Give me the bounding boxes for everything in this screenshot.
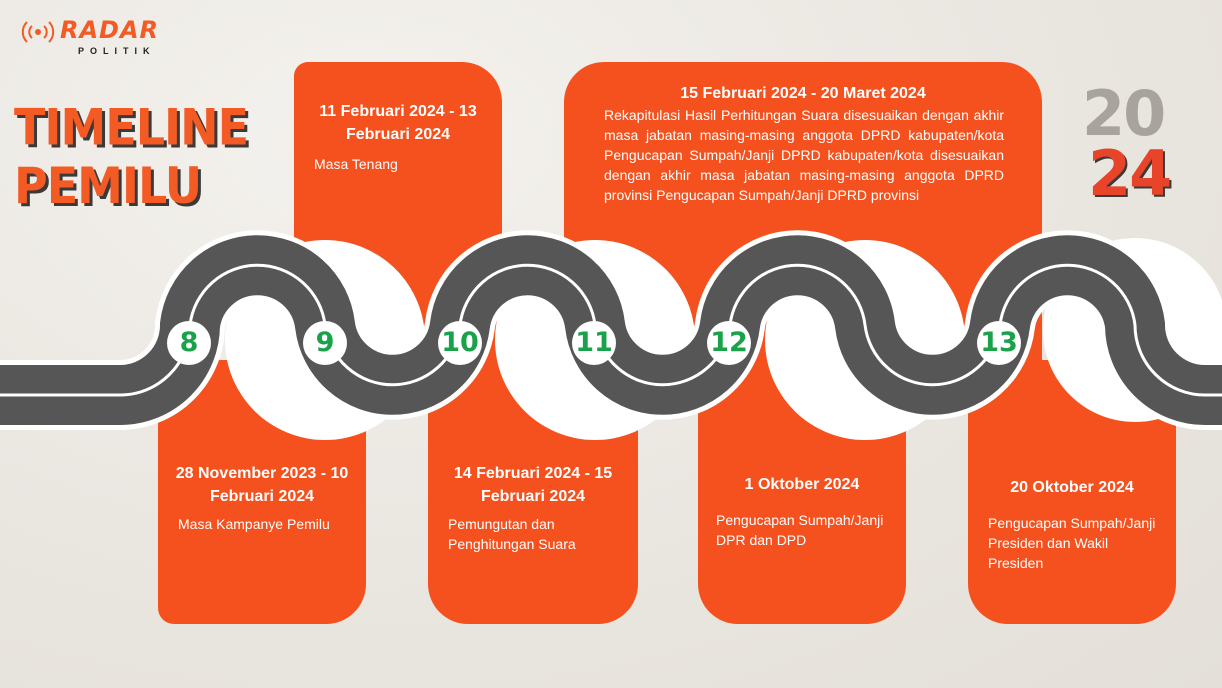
radio-signal-icon <box>21 21 55 43</box>
radar-politik-logo: RADAR POLITIK <box>18 14 218 58</box>
title-line-1: TIMELINE <box>14 98 249 157</box>
milestone-number-13: 13 <box>977 321 1021 365</box>
milestone-desc: Pengucapan Sumpah/Janji Presiden dan Wak… <box>988 515 1156 571</box>
milestone-date: 14 Februari 2024 - 15 Februari 2024 <box>453 465 613 505</box>
road-lane-line <box>0 263 1222 397</box>
milestone-number-8: 8 <box>167 321 211 365</box>
milestone-date: 11 Februari 2024 - 13 Februari 2024 <box>319 103 477 143</box>
year-bottom: 24 <box>1088 137 1172 210</box>
milestone-number-11: 11 <box>572 321 616 365</box>
milestone-date: 28 November 2023 - 10 Februari 2024 <box>175 465 349 505</box>
milestone-number-10: 10 <box>438 321 482 365</box>
title-line-2: PEMILU <box>14 156 202 215</box>
milestone-number-12: 12 <box>707 321 751 365</box>
milestone-desc: Pengucapan Sumpah/Janji DPR dan DPD <box>716 512 884 548</box>
year-top: 20 <box>1082 77 1166 150</box>
milestone-number-9: 9 <box>303 321 347 365</box>
milestone-date: 15 Februari 2024 - 20 Maret 2024 <box>680 85 926 102</box>
logo-subtitle: POLITIK <box>78 46 156 56</box>
milestone-date: 1 Oktober 2024 <box>744 476 860 493</box>
milestone-desc: Masa Tenang <box>314 156 398 172</box>
year-label: 20 24 <box>1082 77 1172 210</box>
milestone-desc: Pemungutan dan Penghitungan Suara <box>448 516 576 552</box>
page-title: TIMELINE PEMILU <box>14 98 249 215</box>
milestone-date: 20 Oktober 2024 <box>1010 479 1134 496</box>
milestone-desc: Masa Kampanye Pemilu <box>178 516 330 532</box>
milestone-desc: Rekapitulasi Hasil Perhitungan Suara dis… <box>604 107 1004 203</box>
logo-name: RADAR <box>60 16 160 44</box>
